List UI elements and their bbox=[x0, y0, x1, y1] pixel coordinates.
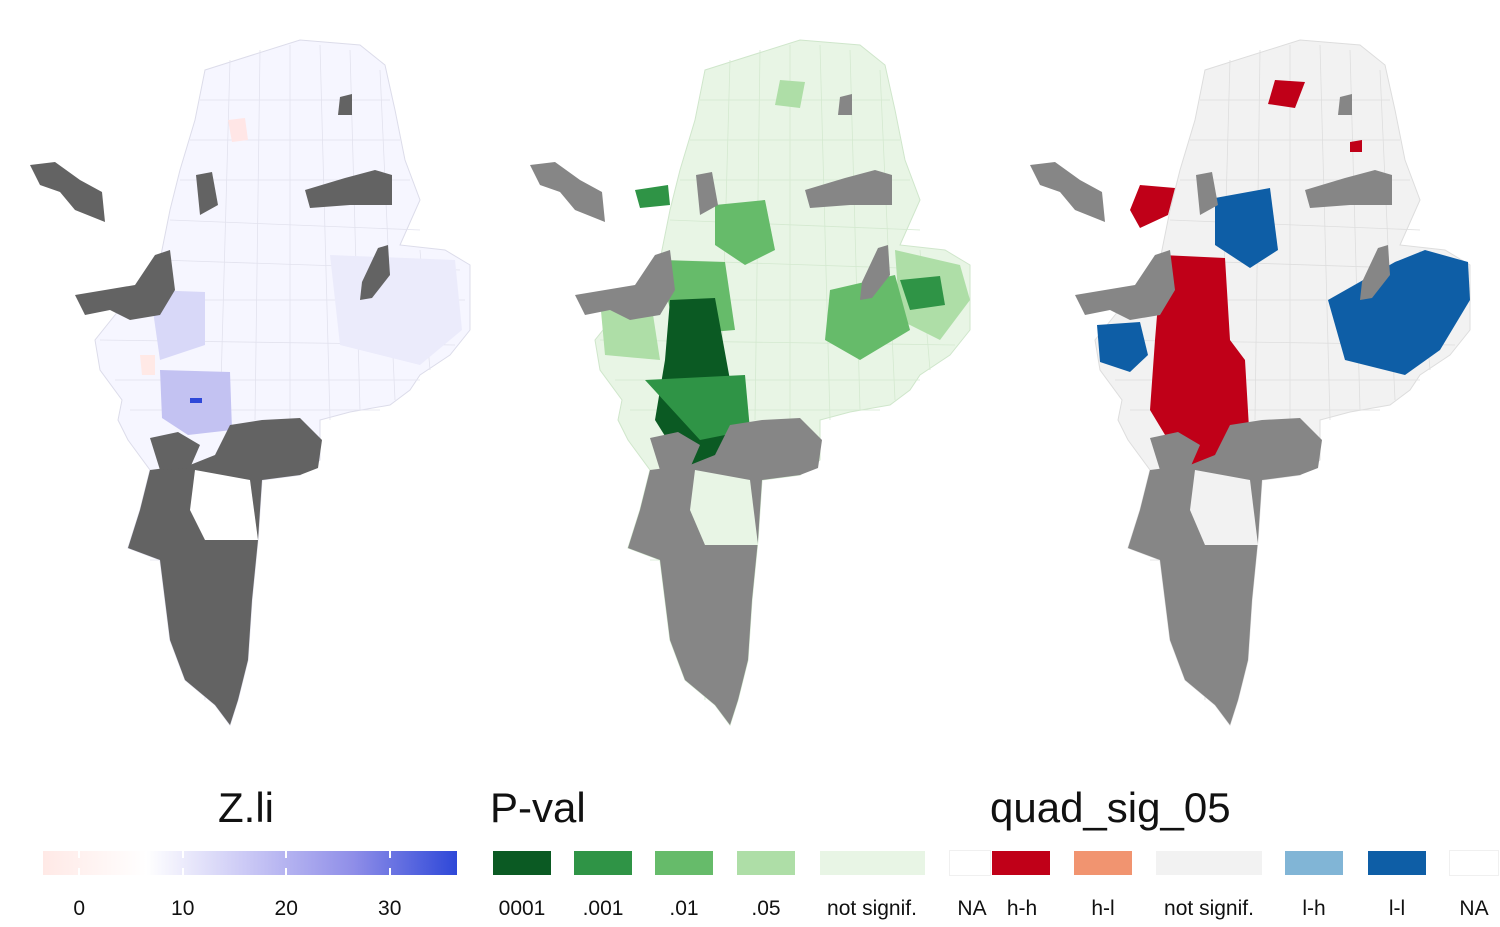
pval-swatch-0 bbox=[493, 851, 551, 875]
quad-label-4: l-l bbox=[1388, 897, 1406, 920]
zli-map bbox=[30, 39, 471, 726]
zli-legend-title: Z.li bbox=[218, 784, 274, 831]
pval-001-east bbox=[900, 276, 945, 310]
zli-tick-mark bbox=[388, 868, 391, 875]
quad-label-3: l-h bbox=[1302, 897, 1326, 920]
zli-negative-tract bbox=[228, 118, 248, 142]
zli-tick-mark bbox=[181, 868, 184, 875]
quad-label-5: NA bbox=[1459, 897, 1489, 920]
choropleth-maps bbox=[30, 39, 1471, 726]
zli-negative-tract bbox=[140, 355, 155, 375]
pval-swatch-2 bbox=[655, 851, 713, 875]
hh-core bbox=[1150, 255, 1250, 480]
ll-west bbox=[1097, 322, 1148, 372]
pval-label-1: .001 bbox=[582, 897, 624, 920]
ll-north bbox=[1215, 188, 1278, 268]
zli-gradient-bar bbox=[43, 851, 457, 875]
pval-map bbox=[530, 39, 971, 726]
zli-tick-mark bbox=[388, 851, 391, 858]
pval-swatch-1 bbox=[574, 851, 632, 875]
zli-tick-label: 20 bbox=[274, 897, 298, 920]
quad-swatch-1 bbox=[1074, 851, 1132, 875]
pval-05-north bbox=[775, 80, 805, 108]
pval-label-4: not signif. bbox=[827, 897, 917, 920]
pval-01-cluster bbox=[715, 200, 775, 265]
pval-legend-title: P-val bbox=[490, 784, 586, 831]
pval-swatch-4 bbox=[820, 851, 925, 875]
pval-label-0: 0001 bbox=[498, 897, 546, 920]
quad-map bbox=[1030, 39, 1471, 726]
pval-label-5: NA bbox=[957, 897, 987, 920]
pval-label-3: .05 bbox=[751, 897, 781, 920]
quad-swatch-4 bbox=[1368, 851, 1426, 875]
zli-tick-mark bbox=[78, 868, 81, 875]
hh-small bbox=[1350, 140, 1362, 152]
quad-label-2: not signif. bbox=[1164, 897, 1254, 920]
zli-tick-mark bbox=[181, 851, 184, 858]
hh-west bbox=[1130, 185, 1175, 228]
quad-swatch-5 bbox=[1449, 850, 1499, 876]
quad-legend-title: quad_sig_05 bbox=[990, 784, 1231, 831]
quad-swatch-2 bbox=[1156, 851, 1262, 875]
quad-swatch-3 bbox=[1285, 851, 1343, 875]
zli-tick-mark bbox=[285, 851, 288, 858]
pval-01-west bbox=[635, 185, 670, 208]
pval-001-core bbox=[645, 375, 750, 440]
zli-tick-label: 0 bbox=[73, 897, 86, 920]
zli-peak-tract bbox=[190, 398, 202, 403]
zli-tick-mark bbox=[78, 851, 81, 858]
pval-label-2: .01 bbox=[669, 897, 699, 920]
pval-swatch-5 bbox=[949, 850, 991, 876]
pval-01-east bbox=[825, 275, 910, 360]
zli-tick-label: 30 bbox=[378, 897, 402, 920]
hh-north bbox=[1268, 80, 1305, 108]
zli-tick-label: 10 bbox=[171, 897, 195, 920]
quad-label-0: h-h bbox=[1006, 897, 1038, 920]
zli-tick-mark bbox=[285, 868, 288, 875]
pval-swatch-3 bbox=[737, 851, 795, 875]
quad-swatch-0 bbox=[992, 851, 1050, 875]
quad-label-1: h-l bbox=[1091, 897, 1115, 920]
